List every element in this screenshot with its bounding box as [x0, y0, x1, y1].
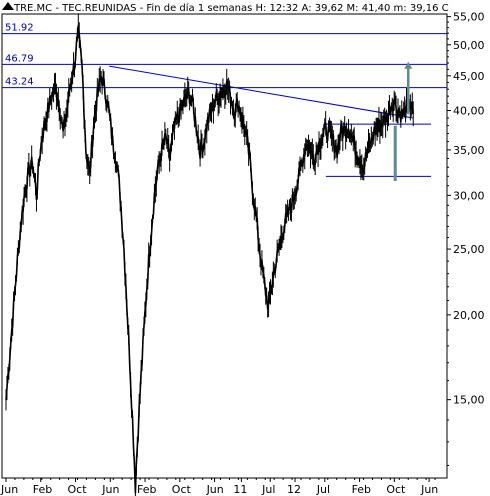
level-label-2: 43.24: [5, 77, 34, 88]
x-tick-label: Jun: [206, 483, 224, 496]
y-tick-label: 40,00: [453, 105, 485, 118]
y-tick-label: 30,00: [453, 189, 485, 202]
x-tick-label: 11: [233, 483, 247, 496]
x-tick-label: Jun: [0, 483, 18, 496]
arrow-head: [404, 61, 413, 69]
level-labels: 51.92 46.79 43.24: [5, 23, 34, 88]
y-tick-label: 50,00: [453, 39, 485, 52]
x-tick-label: Oct: [172, 483, 192, 496]
projection-arrow: [393, 61, 413, 181]
caret-up-icon: [2, 2, 14, 10]
x-tick-label: Feb: [352, 483, 371, 496]
y-tick-label: 45,00: [453, 70, 485, 83]
y-axis: 15,00 20,00 25,00 30,00 35,00 40,00 45,00 50,00…: [447, 11, 485, 466]
trendline: [109, 65, 414, 119]
plot-area: [1, 13, 448, 479]
price-series: [5, 13, 414, 496]
x-tick-label: Oct: [68, 483, 88, 496]
y-tick-label: 20,00: [453, 309, 485, 322]
x-axis: Jun Feb Oct Jun Feb Oct Jun 11 Jul 12 Jul Feb Oct Jun: [0, 478, 438, 496]
x-tick-label: Feb: [33, 483, 52, 496]
x-tick-label: Jul: [261, 483, 275, 496]
chart-header: TRE.MC - TEC.REUNIDAS - Fin de día 1 sem…: [2, 2, 449, 14]
x-tick-label: Oct: [386, 483, 406, 496]
x-tick-label: Jul: [316, 483, 330, 496]
y-tick-label: 55,00: [453, 11, 485, 24]
chart-header-title: TRE.MC - TEC.REUNIDAS - Fin de día 1 sem…: [13, 2, 449, 14]
y-tick-label: 35,00: [453, 144, 485, 157]
x-tick-label: Jun: [420, 483, 438, 496]
level-label-0: 51.92: [5, 23, 34, 34]
level-label-1: 46.79: [5, 53, 34, 64]
x-tick-label: Feb: [137, 483, 156, 496]
y-tick-label: 15,00: [453, 394, 485, 407]
x-tick-label: 12: [287, 483, 301, 496]
y-tick-label: 25,00: [453, 243, 485, 256]
trendline-segment: [109, 65, 414, 119]
x-tick-label: Jun: [101, 483, 119, 496]
